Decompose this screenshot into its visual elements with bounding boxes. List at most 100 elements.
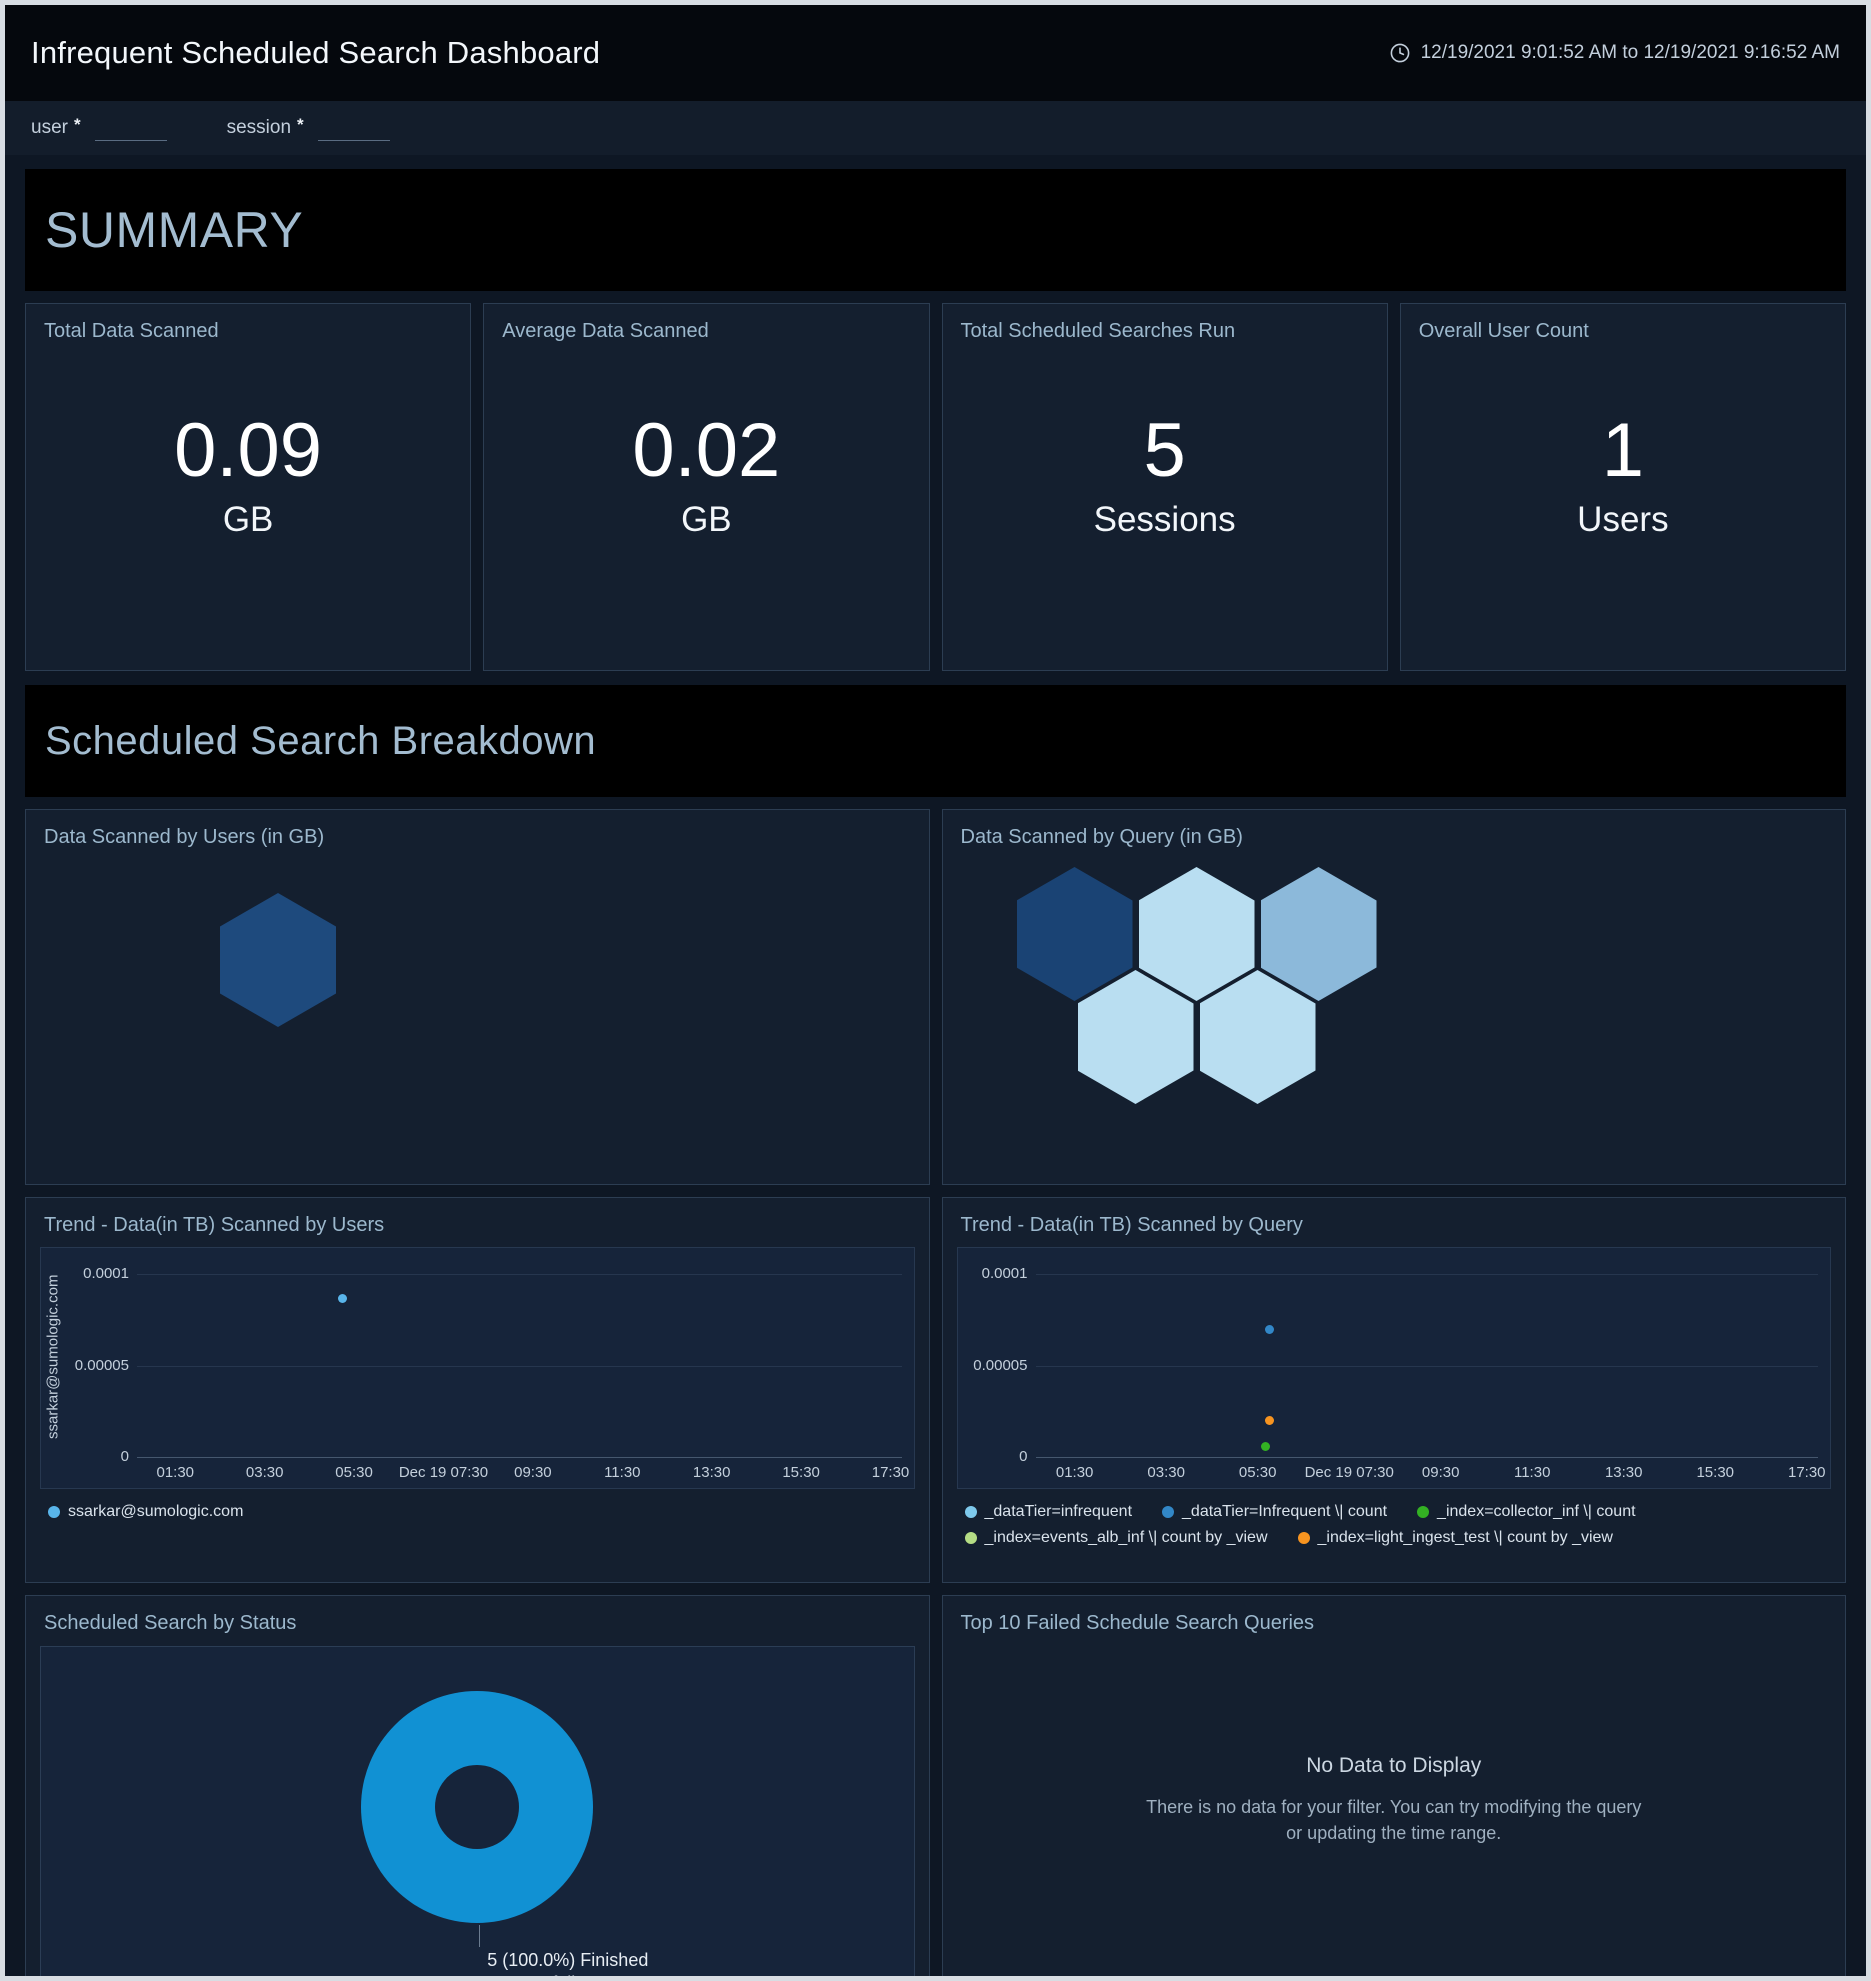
x-tick-label: 01:30 [1055, 1464, 1094, 1481]
y-tick-label: 0.00005 [973, 1356, 1028, 1374]
x-tick-label: 03:30 [1147, 1464, 1185, 1481]
x-tick-label: 09:30 [1421, 1464, 1460, 1481]
legend-item[interactable]: _index=collector_inf \| count [1417, 1503, 1636, 1521]
plot-area [137, 1256, 902, 1458]
stat-value: 5 [1143, 408, 1186, 493]
legend-dot [48, 1506, 60, 1518]
bottom-row: Scheduled Search by Status 5 (100.0%) Fi… [25, 1595, 1846, 1976]
panel-data-scanned-by-query: Data Scanned by Query (in GB) [941, 809, 1846, 1185]
filter-bar: user * session * [5, 101, 1866, 155]
no-data-message-block: No Data to Display There is no data for … [943, 1754, 1846, 1846]
no-data-title: No Data to Display [1306, 1754, 1482, 1777]
stat-unit: Sessions [1093, 500, 1236, 539]
stat-unit: GB [681, 500, 732, 539]
panel-title: Scheduled Search by Status [44, 1612, 297, 1634]
panel-title: Trend - Data(in TB) Scanned by Users [44, 1214, 385, 1236]
hexagon-cell[interactable] [1199, 970, 1316, 1104]
filter-user-input[interactable] [94, 115, 167, 141]
hexagon-cell[interactable] [1260, 867, 1377, 1001]
x-tick-label: Dec 19 07:30 [1304, 1464, 1394, 1481]
data-point[interactable] [338, 1293, 348, 1303]
x-tick-label: 15:30 [782, 1464, 820, 1481]
no-data-message: There is no data for your filter. You ca… [943, 1794, 1846, 1846]
legend-item[interactable]: _dataTier=Infrequent \| count [1162, 1503, 1387, 1521]
legend-label: _dataTier=Infrequent \| count [1182, 1503, 1388, 1520]
y-tick-label: 0 [120, 1448, 129, 1465]
no-data-message-line2: or updating the time range. [1286, 1823, 1502, 1843]
legend-item[interactable]: _dataTier=infrequent [964, 1503, 1133, 1521]
legend-item[interactable]: _index=events_alb_inf \| count by _view [964, 1529, 1268, 1547]
panel-title: Data Scanned by Query (in GB) [960, 826, 1243, 848]
panel-top-failed-queries: Top 10 Failed Schedule Search Queries No… [941, 1595, 1846, 1976]
breakdown-section-title: Scheduled Search Breakdown [45, 718, 597, 763]
stat-unit: GB [222, 500, 274, 539]
hexagon-cell[interactable] [220, 893, 336, 1027]
trend-chart-query: 0 0.00005 0.0001 01:30 03:30 05:30 Dec 19 07:… [956, 1247, 1831, 1489]
trend-chart-users: ssarkar@sumologic.com 0 0.00005 0.0001 01:… [40, 1247, 915, 1489]
x-tick-label: 03:30 [245, 1464, 284, 1481]
status-plot-area: 5 (100.0%) Finished successfully [40, 1646, 915, 1976]
gridline [137, 1365, 902, 1367]
x-axis-ticks: 01:30 03:30 05:30 Dec 19 07:30 09:30 11:30 13:… [1036, 1464, 1826, 1486]
legend-item[interactable]: _index=light_ingest_test \| count by _vi… [1297, 1529, 1613, 1547]
legend-dot [1417, 1506, 1430, 1518]
summary-section-header: SUMMARY [25, 169, 1846, 291]
stat-value: 1 [1601, 408, 1645, 493]
panel-title: Trend - Data(in TB) Scanned by Query [960, 1214, 1303, 1236]
y-axis-label: ssarkar@sumologic.com [44, 1274, 62, 1440]
hexagon-cell[interactable] [1016, 867, 1133, 1001]
hexagon-cell[interactable] [1077, 970, 1194, 1104]
y-axis-ticks: 0 0.00005 0.0001 [65, 1256, 129, 1465]
required-marker: * [73, 115, 81, 134]
honeycomb-row: Data Scanned by Users (in GB) Data Scann… [25, 809, 1846, 1185]
data-point[interactable] [1260, 1441, 1270, 1451]
stat-panel-overall-user-count: Overall User Count 1 Users [1399, 303, 1846, 671]
stat-unit: Users [1577, 500, 1669, 539]
stat-panel-average-data-scanned: Average Data Scanned 0.02 GB [483, 303, 930, 671]
x-axis-ticks: 01:30 03:30 05:30 Dec 19 07:30 09:30 11:30 13:… [137, 1464, 909, 1486]
time-range-control[interactable]: 12/19/2021 9:01:52 AM to 12/19/2021 9:16… [1389, 42, 1840, 64]
trend-row: Trend - Data(in TB) Scanned by Users ssa… [25, 1197, 1846, 1583]
summary-stats-row: Total Data Scanned 0.09 GB Average Data … [25, 303, 1846, 671]
legend-dot [1162, 1506, 1175, 1518]
data-point[interactable] [1264, 1324, 1274, 1334]
required-marker: * [297, 115, 304, 134]
legend-dot [1297, 1532, 1310, 1544]
donut-hole [435, 1765, 520, 1849]
plot-area [1035, 1256, 1818, 1458]
gridline [137, 1274, 902, 1276]
y-axis-ticks: 0 0.00005 0.0001 [966, 1256, 1028, 1465]
time-range-text: 12/19/2021 9:01:52 AM to 12/19/2021 9:16… [1420, 42, 1840, 63]
stat-panel-total-data-scanned: Total Data Scanned 0.09 GB [25, 303, 472, 671]
donut-label-leader-line [479, 1925, 481, 1947]
x-tick-label: 11:30 [1513, 1464, 1551, 1481]
stat-panel-total-scheduled-searches: Total Scheduled Searches Run 5 Sessions [941, 303, 1388, 671]
legend-item[interactable]: ssarkar@sumologic.com [48, 1503, 243, 1521]
x-tick-label: 13:30 [692, 1464, 731, 1481]
stat-title: Total Scheduled Searches Run [960, 320, 1236, 342]
header-bar: Infrequent Scheduled Search Dashboard 12… [5, 5, 1866, 101]
data-point[interactable] [1264, 1415, 1274, 1425]
legend-dot [964, 1506, 977, 1518]
x-tick-label: 05:30 [1238, 1464, 1277, 1481]
filter-session-input[interactable] [317, 115, 390, 141]
stat-value: 0.02 [632, 408, 781, 493]
filter-user: user * [31, 115, 167, 141]
page-title: Infrequent Scheduled Search Dashboard [31, 35, 601, 70]
gridline [1035, 1274, 1818, 1276]
hexagon-cell[interactable] [1138, 867, 1255, 1001]
stat-title: Total Data Scanned [44, 320, 219, 342]
panel-title: Data Scanned by Users (in GB) [44, 826, 325, 848]
status-donut-chart[interactable] [361, 1691, 594, 1923]
x-tick-label: Dec 19 07:30 [398, 1464, 489, 1481]
breakdown-section-header: Scheduled Search Breakdown [25, 685, 1846, 797]
chart-legend: _dataTier=infrequent _dataTier=Infrequent… [943, 1489, 1846, 1547]
legend-label: _dataTier=infrequent [984, 1503, 1133, 1520]
panel-data-scanned-by-users: Data Scanned by Users (in GB) [25, 809, 930, 1185]
x-tick-label: 17:30 [1787, 1464, 1826, 1481]
summary-section-title: SUMMARY [45, 202, 304, 258]
y-tick-label: 0.0001 [83, 1265, 129, 1283]
status-donut[interactable] [361, 1691, 594, 1923]
no-data-message-line1: There is no data for your filter. You ca… [1146, 1797, 1642, 1817]
panel-title: Top 10 Failed Schedule Search Queries [960, 1612, 1315, 1634]
